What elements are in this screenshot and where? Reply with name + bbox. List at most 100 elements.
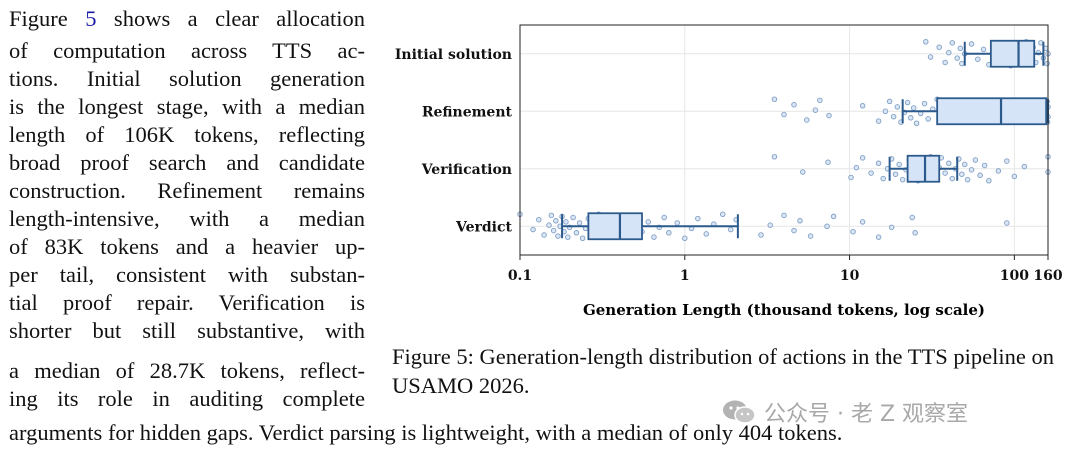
box-iqr xyxy=(906,154,941,183)
data-point xyxy=(781,212,787,219)
y-tick-label-1: Refinement xyxy=(422,104,513,120)
paragraph-line-13: a median of 28.7K tokens, reflect- xyxy=(9,358,365,383)
data-point xyxy=(909,214,915,221)
box-2 xyxy=(888,154,959,183)
data-point xyxy=(563,219,569,225)
data-point xyxy=(936,44,942,50)
data-point xyxy=(894,104,901,110)
box-3 xyxy=(561,212,739,241)
data-point xyxy=(850,228,856,235)
data-point xyxy=(907,115,914,121)
watermark: 公众号 · 老 Z 观察室 xyxy=(722,396,968,428)
data-point xyxy=(550,227,557,234)
data-point xyxy=(899,176,906,183)
data-point xyxy=(882,108,889,114)
data-point xyxy=(949,40,956,46)
data-point xyxy=(565,234,571,240)
data-point xyxy=(848,174,854,181)
paragraph-line-2: of computation across TTS ac- xyxy=(9,38,365,63)
x-tick-label-1: 1 xyxy=(680,268,690,284)
data-point xyxy=(1044,60,1050,67)
y-tick-label-2: Verification xyxy=(421,162,512,178)
data-point xyxy=(781,111,787,118)
data-point xyxy=(942,170,948,176)
data-point xyxy=(797,218,803,224)
box-iqr xyxy=(989,39,1036,68)
data-point xyxy=(530,226,536,233)
data-point xyxy=(962,161,968,168)
data-point xyxy=(791,227,797,234)
data-point xyxy=(975,56,981,62)
data-point xyxy=(548,212,555,219)
data-point xyxy=(720,211,726,217)
data-point xyxy=(771,96,778,102)
data-point xyxy=(576,220,583,226)
box-iqr xyxy=(936,97,1048,126)
x-axis-label: Generation Length (thousand tokens, log … xyxy=(583,301,985,319)
data-point xyxy=(570,214,576,221)
data-point xyxy=(1004,158,1010,164)
wechat-icon xyxy=(723,400,756,424)
paragraph-line-14: ing its role in auditing complete xyxy=(9,386,365,411)
data-point xyxy=(921,100,928,107)
data-point xyxy=(1004,220,1010,226)
data-point xyxy=(645,219,651,225)
data-point xyxy=(980,46,987,53)
paragraph-last-line: arguments for hidden gaps. Verdict parsi… xyxy=(9,420,843,445)
paragraph-line-1-pre: Figure xyxy=(9,6,86,31)
y-tick-label-3: Verdict xyxy=(455,219,512,235)
data-point xyxy=(886,98,893,105)
y-axis-tick-labels: Initial solution Refinement Verification Ve… xyxy=(395,47,513,236)
data-point xyxy=(682,235,688,241)
data-point xyxy=(959,60,965,67)
data-point xyxy=(875,118,882,124)
data-point xyxy=(959,171,965,177)
figure-reference-link[interactable]: 5 xyxy=(85,6,97,31)
data-point xyxy=(880,175,886,182)
boxplot-chart: Initial solution Refinement Verification Ve… xyxy=(395,24,1063,319)
data-point xyxy=(812,107,819,113)
x-tick-label-2: 10 xyxy=(840,268,860,284)
watermark-text: 公众号 · 老 Z 观察室 xyxy=(764,402,969,427)
data-point xyxy=(923,39,929,45)
x-tick-label-3: 100 xyxy=(1000,268,1029,284)
data-point xyxy=(804,117,810,123)
data-point xyxy=(536,216,542,223)
data-point xyxy=(1011,173,1018,180)
figure-caption: Figure 5: Generation-length distribution… xyxy=(392,344,1054,398)
data-point xyxy=(925,116,931,122)
data-point xyxy=(661,214,667,221)
data-point xyxy=(904,99,911,106)
data-point xyxy=(830,213,837,220)
data-point xyxy=(824,223,830,229)
data-point xyxy=(859,155,866,161)
data-point xyxy=(927,54,934,60)
data-point xyxy=(868,170,874,176)
data-point xyxy=(825,159,831,165)
data-point xyxy=(573,230,580,236)
plot-points xyxy=(517,39,1051,241)
data-point xyxy=(946,49,952,56)
data-point xyxy=(995,168,1002,174)
data-point xyxy=(791,101,797,108)
data-point xyxy=(703,231,710,237)
data-point xyxy=(912,230,918,236)
data-point xyxy=(957,45,964,52)
data-point xyxy=(817,97,823,104)
data-point xyxy=(949,175,956,182)
x-tick-label-4: 160 xyxy=(1033,268,1062,284)
paragraph-line-10: per tail, consistent with substan- xyxy=(9,262,365,287)
paragraph-line-12: shorter but still substantive, with xyxy=(9,318,365,343)
data-point xyxy=(964,176,971,183)
data-point xyxy=(826,112,832,119)
data-point xyxy=(579,235,586,241)
data-point xyxy=(977,172,983,179)
data-point xyxy=(888,224,895,231)
data-point xyxy=(674,220,680,226)
paragraph-line-5: length of 106K tokens, reflecting xyxy=(9,122,365,147)
paragraph-line-11: tial proof repair. Verification is xyxy=(9,290,365,315)
data-point xyxy=(771,153,778,160)
paragraph-line-1: Figure 5 shows a clear allocation xyxy=(9,6,365,32)
data-point xyxy=(767,222,773,228)
data-point xyxy=(758,232,764,238)
